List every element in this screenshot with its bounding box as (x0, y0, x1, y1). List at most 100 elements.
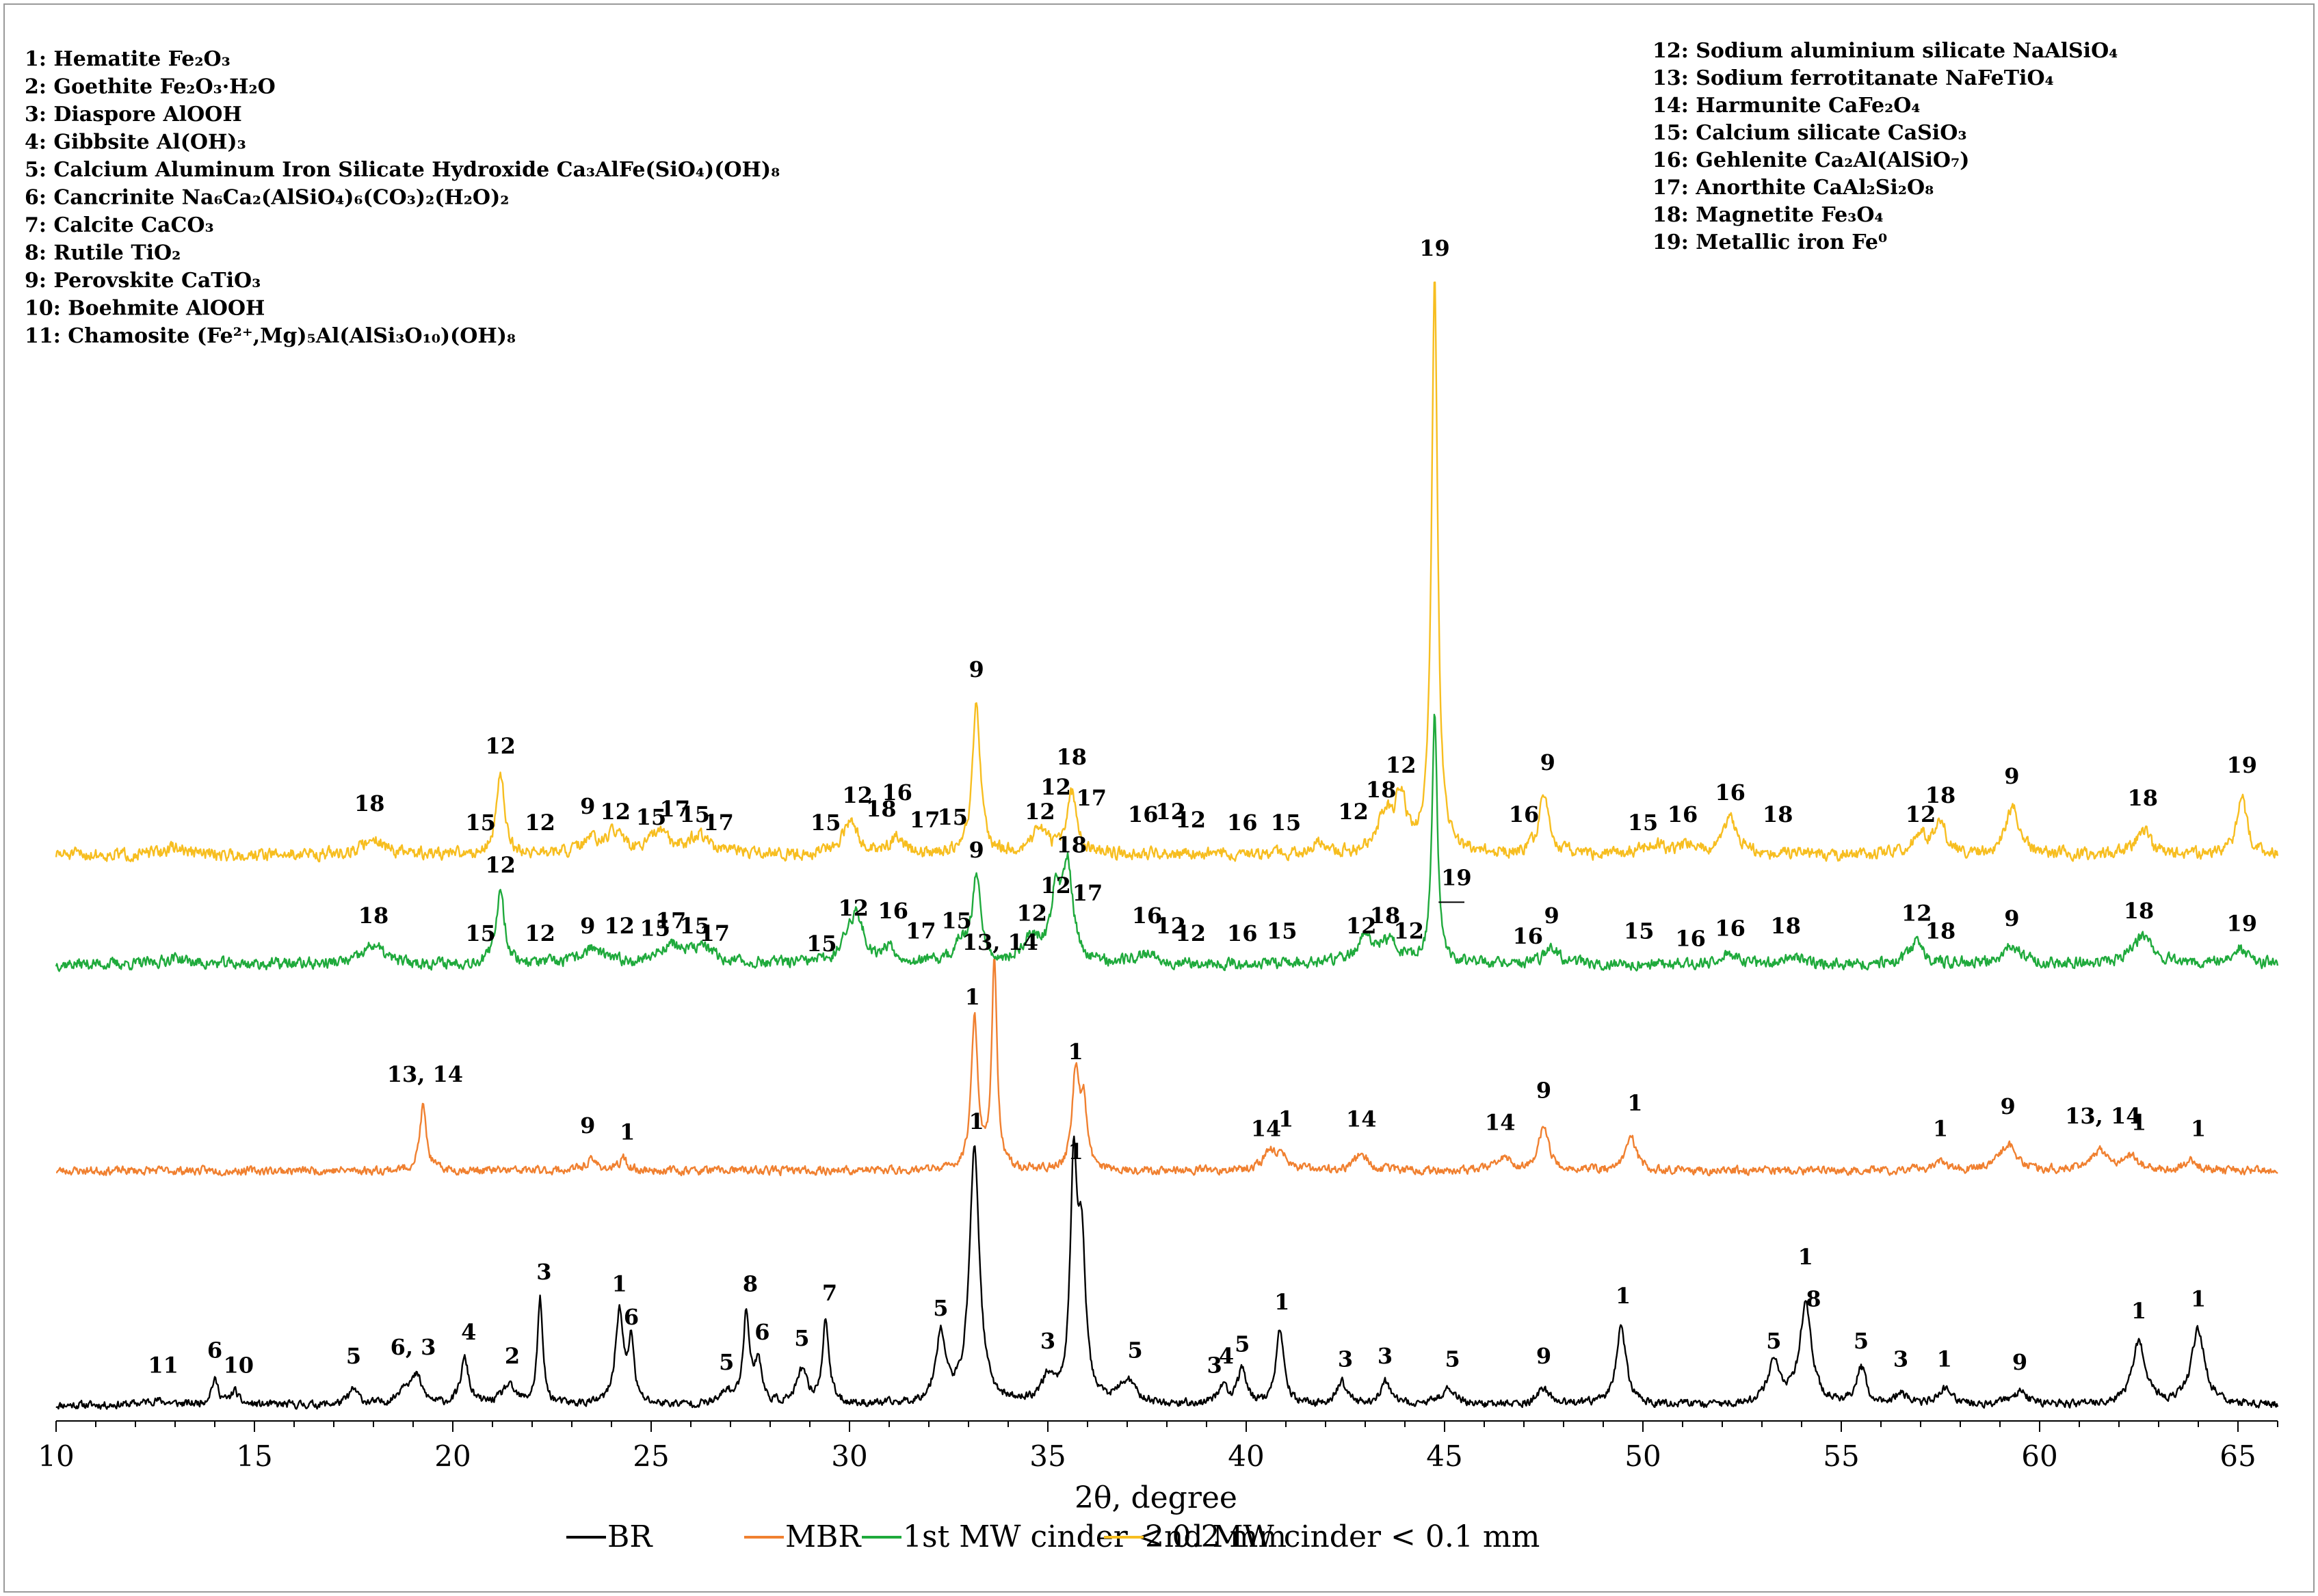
phase-legend-item: 19: Metallic iron Fe⁰ (1652, 230, 1887, 254)
figure-frame (3, 3, 2315, 1593)
peak-label: 18 (2124, 898, 2155, 924)
phase-legend-item: 5: Calcium Aluminum Iron Silicate Hydrox… (25, 158, 780, 182)
peak-label: 14 (1251, 1116, 1282, 1142)
peak-label: 16 (1675, 926, 1706, 952)
x-tick-label: 50 (1624, 1439, 1661, 1473)
peak-label: 1 (2131, 1298, 2146, 1324)
peak-label: 5 (346, 1343, 361, 1369)
peak-label: 1 (1937, 1346, 1952, 1372)
phase-legend-item: 16: Gehlenite Ca₂Al(AlSiO₇) (1652, 148, 1969, 172)
peak-label: 12 (525, 810, 555, 836)
peak-label: 9 (1536, 1343, 1551, 1369)
series-line-br (55, 1135, 2279, 1410)
phase-legend-item: 14: Harmunite CaFe₂O₄ (1652, 94, 1920, 118)
phase-legend-item: 10: Boehmite AlOOH (25, 297, 265, 321)
phase-legend-item: 3: Diaspore AlOOH (25, 103, 242, 127)
peak-label: 14 (1346, 1106, 1377, 1132)
peak-label: 15 (640, 916, 671, 942)
x-tick-label: 35 (1029, 1439, 1066, 1473)
peak-label: 17 (703, 810, 734, 836)
peak-label: 6, 3 (391, 1334, 436, 1360)
peak-label: 12 (1386, 752, 1417, 778)
peak-label: 7 (822, 1280, 837, 1306)
peak-label: 12 (1176, 807, 1207, 833)
peak-label: 1 (620, 1119, 635, 1145)
peak-label: 12 (1176, 920, 1207, 946)
peak-label: 1 (1068, 1039, 1083, 1065)
peak-label: 1 (965, 984, 980, 1010)
peak-label: 9 (1544, 903, 1559, 929)
peak-label: 12 (1025, 799, 1055, 825)
peak-label: 1 (2191, 1286, 2206, 1312)
diffraction-traces (55, 281, 2279, 1410)
phase-legend-item: 9: Perovskite CaTiO₃ (25, 269, 261, 293)
peak-label: 11 (148, 1352, 179, 1378)
peak-label: 5 (1127, 1337, 1142, 1363)
x-tick-label: 40 (1228, 1439, 1264, 1473)
peak-label: 12 (1040, 873, 1071, 899)
peak-label: 1 (2191, 1116, 2206, 1142)
x-tick-label: 45 (1426, 1439, 1462, 1473)
peak-label: 5 (719, 1349, 734, 1375)
peak-label: 16 (1509, 801, 1540, 827)
peak-label: 18 (1370, 903, 1401, 929)
x-tick-label: 10 (38, 1439, 74, 1473)
peak-label: 18 (1771, 913, 1802, 939)
peak-label: 16 (1227, 810, 1258, 836)
peak-label: 1 (1068, 1139, 1083, 1165)
peak-label: 14 (1485, 1109, 1516, 1135)
phase-legend-item: 2: Goethite Fe₂O₃·H₂O (25, 75, 276, 99)
peak-label: 15 (941, 908, 972, 934)
phase-legend-left: 1: Hematite Fe₂O₃ 2: Goethite Fe₂O₃·H₂O 3:… (25, 47, 780, 348)
peak-label: 16 (1668, 801, 1698, 827)
peak-label: 12 (1346, 913, 1377, 939)
peak-label: 1 (1616, 1283, 1631, 1309)
peak-label: 15 (1271, 810, 1302, 836)
peak-label: 17 (906, 918, 936, 944)
peak-label: 19 (2227, 910, 2258, 936)
peak-label: 16 (878, 898, 909, 924)
peak-label: 5 (1235, 1331, 1250, 1357)
legend-label: 1st MW cinder < 0.2 mm (903, 1519, 1287, 1554)
peak-label: 3 (1207, 1352, 1222, 1378)
legend-label: MBR (785, 1519, 862, 1554)
peak-label: 12 (1156, 799, 1187, 825)
peak-label: 5 (1445, 1346, 1460, 1372)
peak-label: 12 (1906, 801, 1936, 827)
phase-legend-item: 18: Magnetite Fe₃O₄ (1652, 203, 1884, 227)
peak-label: 16 (1715, 780, 1746, 806)
peak-label: 6 (754, 1319, 769, 1345)
phase-legend-item: 7: Calcite CaCO₃ (25, 213, 214, 237)
peak-label: 12 (525, 920, 555, 946)
peak-label: 13, 14 (962, 929, 1038, 955)
peak-label: 16 (1715, 916, 1746, 942)
peak-label: 9 (2004, 905, 2019, 931)
peak-label: 17 (910, 807, 940, 833)
phase-legend-item: 8: Rutile TiO₂ (25, 241, 181, 265)
peak-label: 12 (485, 852, 516, 878)
peak-label: 19 (2227, 752, 2258, 778)
peak-label: 12 (1338, 799, 1369, 825)
peak-label: 19 (1441, 865, 1472, 891)
peak-label: 17 (1077, 785, 1107, 811)
peak-label: 15 (806, 931, 837, 957)
peak-label: 1 (1798, 1244, 1813, 1270)
peak-label: 18 (2128, 785, 2159, 811)
peak-label: 19 (1419, 235, 1450, 261)
peak-label: 1 (1274, 1289, 1289, 1315)
peak-label: 16 (1513, 923, 1544, 949)
peak-label: 18 (1057, 832, 1088, 858)
peak-label: 18 (1925, 918, 1956, 944)
peak-label: 12 (1394, 918, 1425, 944)
peak-label: 8 (743, 1271, 758, 1297)
peak-label: 15 (465, 920, 496, 946)
peak-label: 3 (1893, 1346, 1908, 1372)
phase-legend-item: 17: Anorthite CaAl₂Si₂O₈ (1652, 176, 1934, 200)
phase-legend-item: 15: Calcium silicate CaSiO₃ (1652, 121, 1966, 145)
series-line-2nd-mw-cinder-0-1-mm (55, 281, 2279, 863)
peak-label: 17 (700, 920, 730, 946)
peak-label: 18 (1057, 744, 1088, 770)
